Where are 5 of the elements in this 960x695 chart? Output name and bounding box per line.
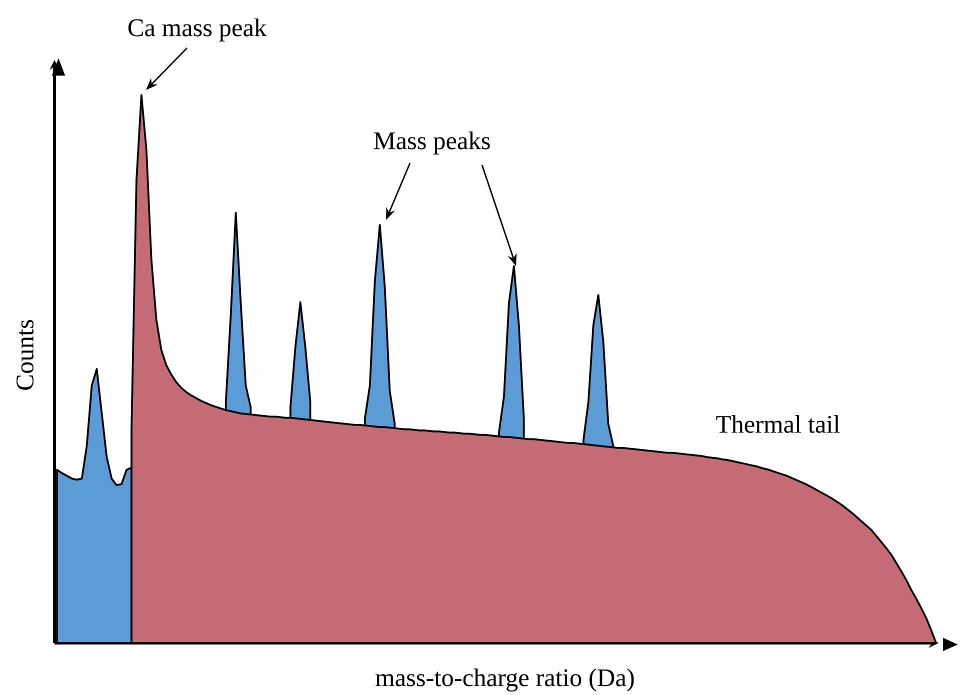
y-axis-title: Counts — [16, 320, 34, 390]
text: Ca mass peak — [128, 18, 267, 42]
x-axis-title: mass-to-charge ratio (Da) — [376, 668, 634, 692]
annotation: Thermal tail — [716, 415, 840, 433]
annotation: Mass peaks — [374, 132, 490, 154]
